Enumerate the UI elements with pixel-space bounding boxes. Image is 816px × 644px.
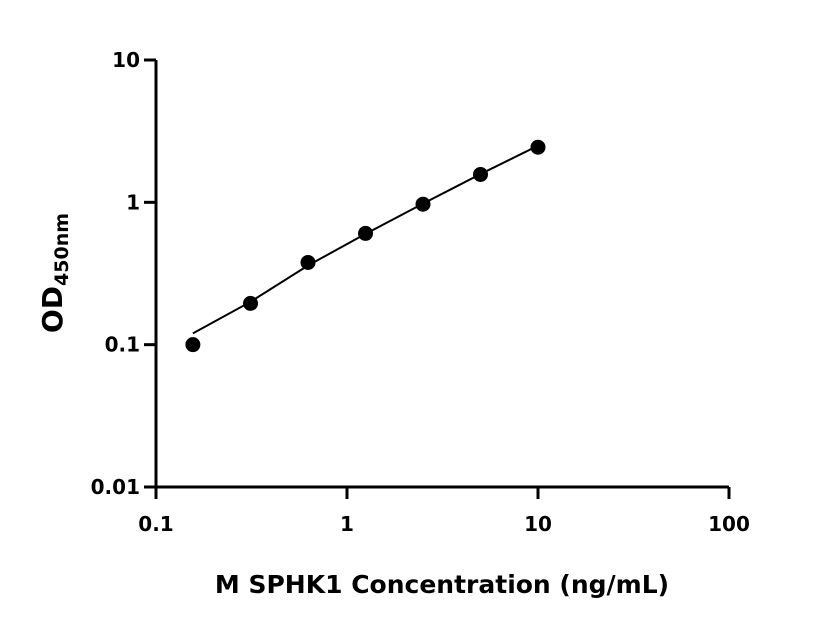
x-tick-label: 10 bbox=[524, 512, 552, 536]
data-point bbox=[473, 166, 489, 182]
data-point bbox=[530, 139, 546, 155]
y-tick-label: 0.1 bbox=[105, 333, 140, 357]
y-tick-label: 10 bbox=[112, 48, 140, 72]
x-tick-label: 1 bbox=[340, 512, 354, 536]
y-tick-label: 0.01 bbox=[91, 475, 140, 499]
x-tick-label: 0.1 bbox=[138, 512, 173, 536]
data-point bbox=[243, 295, 259, 311]
y-axis-title: OD450nm bbox=[36, 213, 73, 333]
data-point bbox=[415, 196, 431, 212]
x-axis-title: M SPHK1 Concentration (ng/mL) bbox=[215, 570, 669, 599]
y-tick-label: 1 bbox=[126, 190, 140, 214]
y-axis-title-sub: 450nm bbox=[51, 213, 73, 286]
data-point bbox=[358, 225, 374, 241]
x-tick-label: 100 bbox=[708, 512, 750, 536]
data-point bbox=[185, 337, 201, 353]
y-axis-title-main: OD bbox=[36, 286, 69, 333]
data-point bbox=[300, 254, 316, 270]
